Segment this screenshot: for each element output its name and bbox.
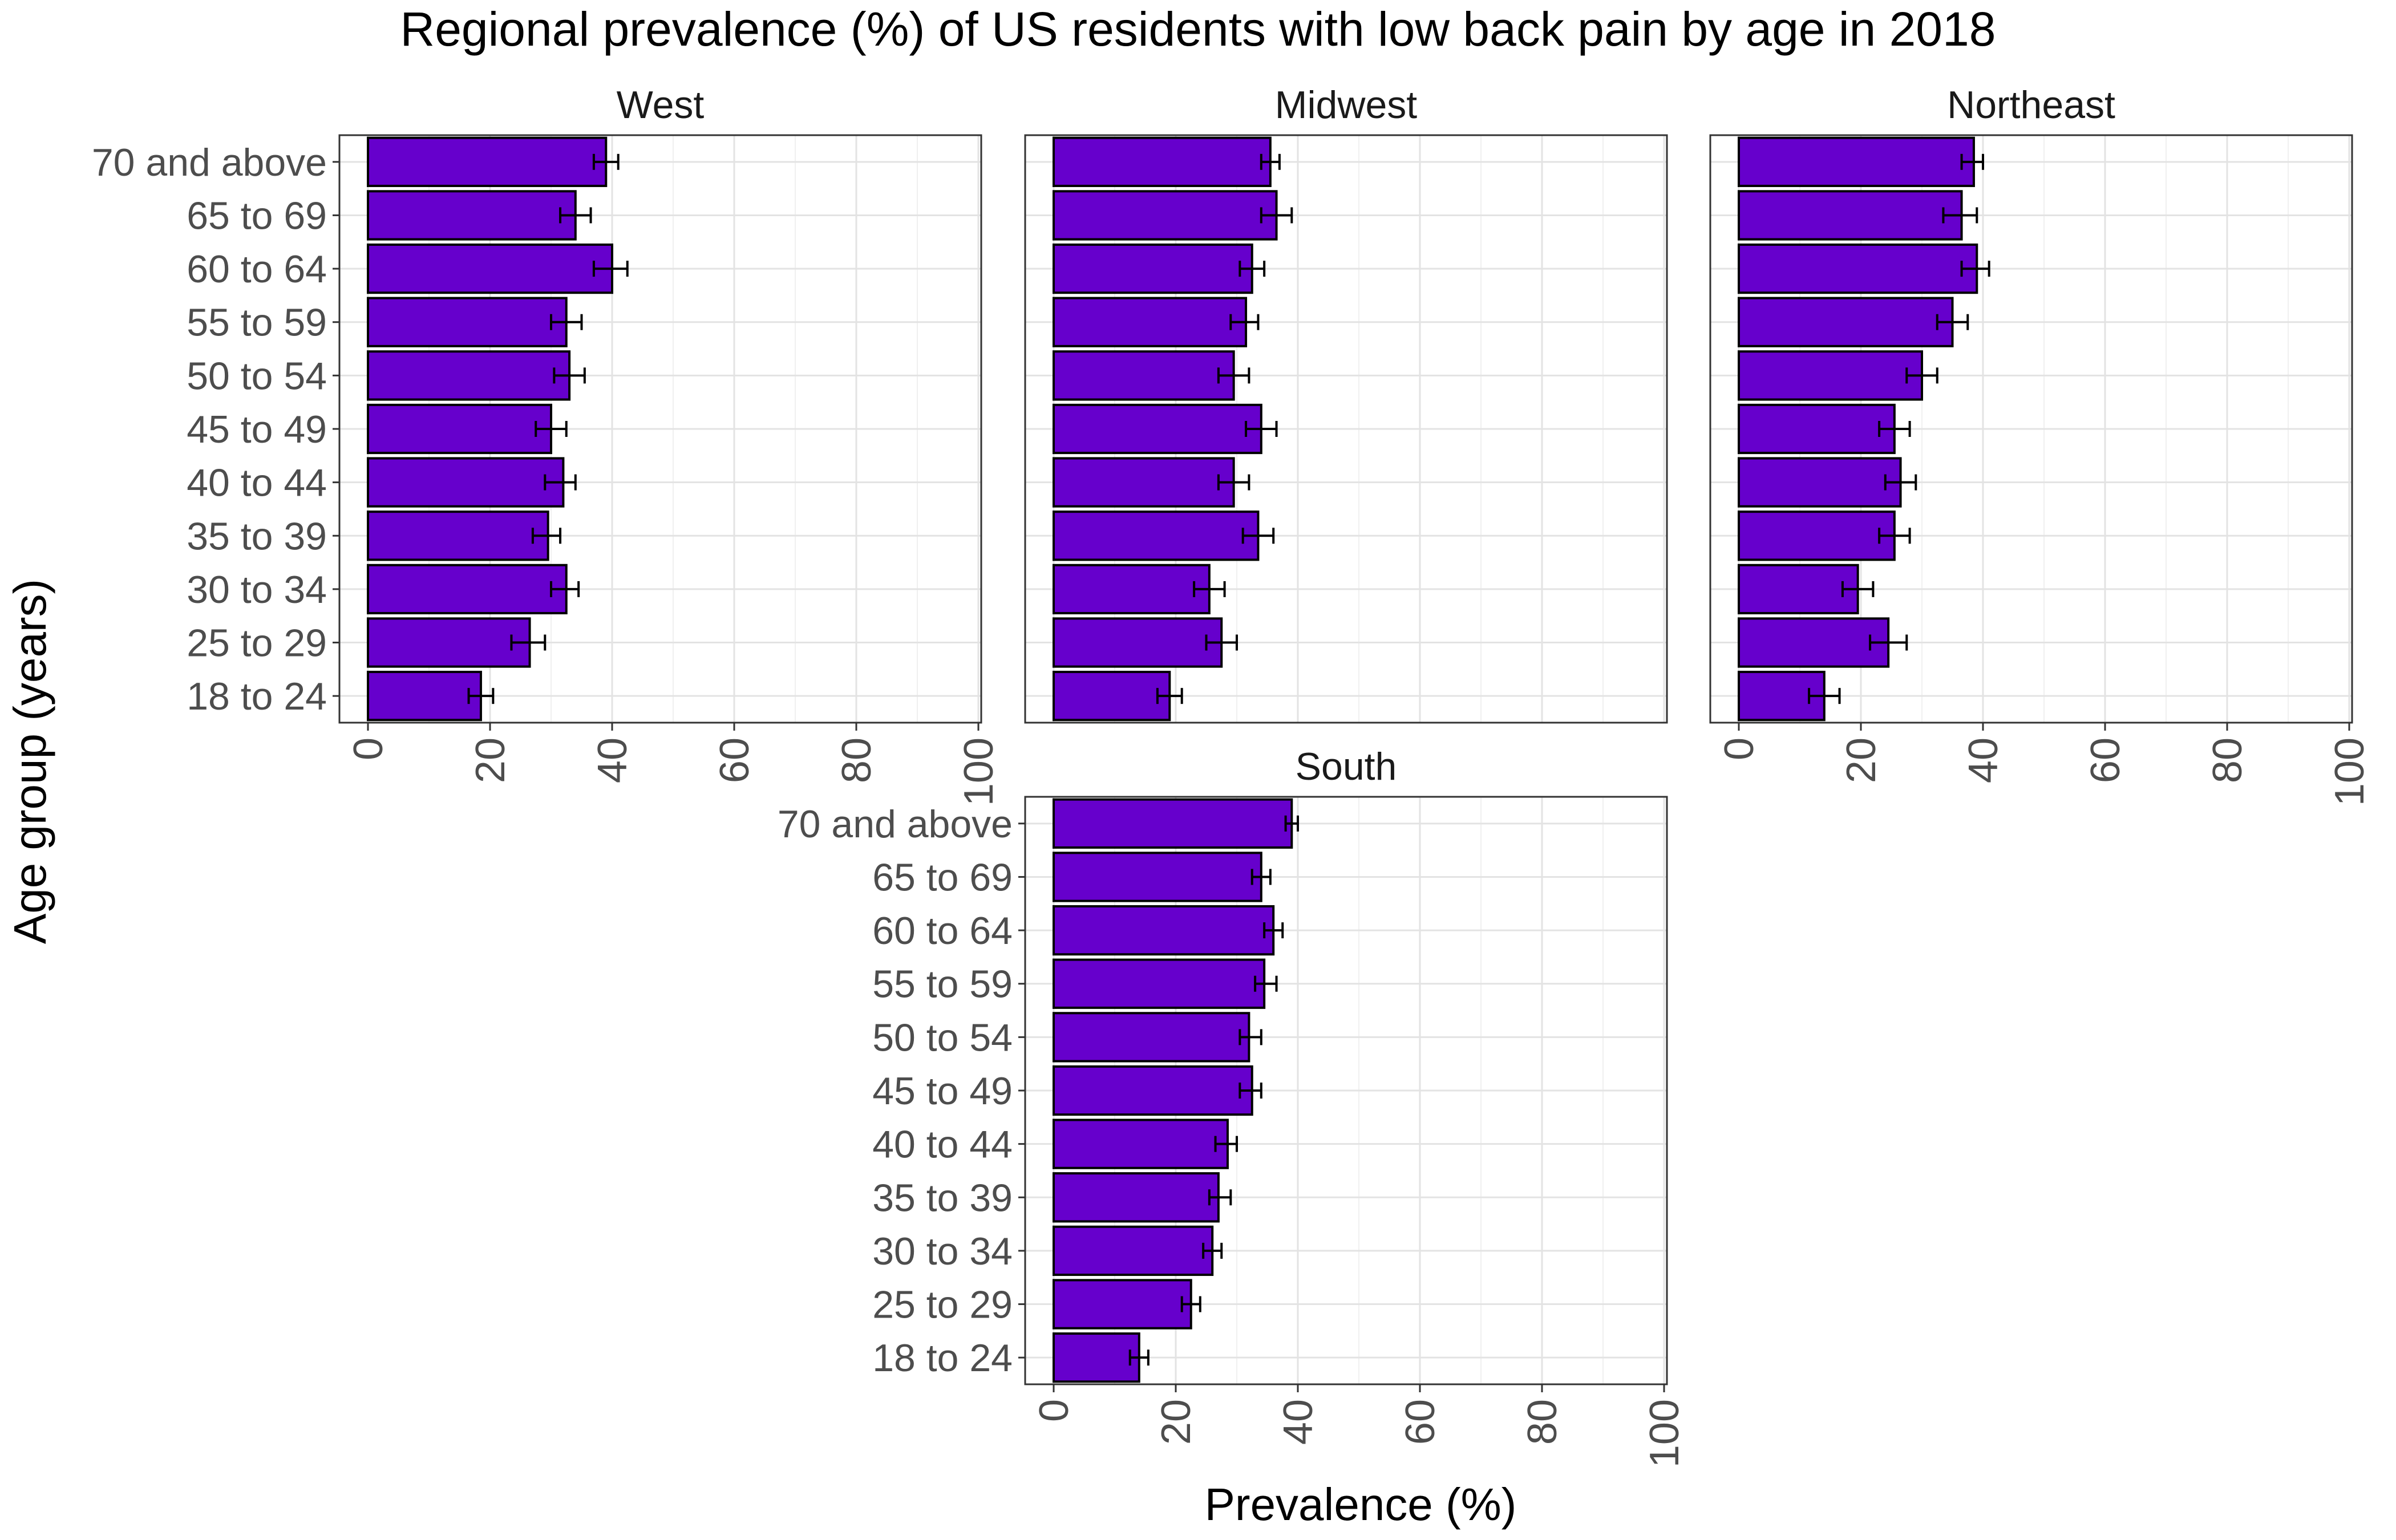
y-tick-label: 55 to 59: [872, 963, 1013, 1006]
bar: [367, 617, 531, 668]
y-tick-label: 60 to 64: [187, 248, 327, 291]
facet-strip-title: Northeast: [1947, 83, 2115, 127]
bar: [367, 510, 549, 561]
x-tick-label: 60: [1398, 1399, 1443, 1445]
chart-title: Regional prevalence (%) of US residents …: [400, 2, 1996, 56]
bar: [1053, 1012, 1250, 1063]
bar: [1053, 1172, 1220, 1223]
bar: [367, 350, 571, 401]
x-tick-label: 40: [1961, 737, 2006, 783]
x-tick-label: 80: [2205, 737, 2251, 783]
bar: [1053, 564, 1211, 615]
bar: [1053, 190, 1278, 241]
bar: [367, 457, 565, 508]
bar: [367, 243, 613, 294]
bar: [1738, 457, 1902, 508]
bar: [1053, 798, 1293, 849]
facet-strip-title: South: [1296, 745, 1397, 788]
facet-panel-midwest: Midwest: [1024, 83, 1668, 724]
facet-strip-title: West: [617, 83, 705, 127]
bar: [1053, 457, 1235, 508]
panel-border: [1709, 134, 2353, 724]
bar: [1053, 852, 1262, 902]
x-tick-label: 60: [2083, 737, 2128, 783]
facet-panel-northeast: Northeast 0 20 40 60 80 100: [1709, 83, 2373, 806]
bar: [367, 297, 568, 347]
x-tick-label: 60: [712, 737, 758, 783]
bar: [1053, 958, 1266, 1009]
bar: [1053, 671, 1171, 722]
bar: [1738, 617, 1890, 668]
facet-panel-west: West 18 to 24 25 to 29 30 to 34 35 to 39 40 t…: [92, 83, 1002, 806]
y-tick-label: 35 to 39: [872, 1176, 1013, 1219]
x-tick-label: 100: [2327, 737, 2373, 806]
bar: [1738, 190, 1963, 241]
y-tick-label: 40 to 44: [187, 461, 327, 505]
x-tick-label: 80: [834, 737, 880, 783]
bar: [1053, 350, 1235, 401]
y-tick-label: 25 to 29: [187, 622, 327, 665]
bar: [367, 136, 608, 187]
bar: [1053, 1118, 1229, 1169]
x-tick-label: 20: [1839, 737, 1884, 783]
bar: [1738, 243, 1978, 294]
bar: [1738, 136, 1975, 187]
y-tick-label: 25 to 29: [872, 1283, 1013, 1327]
y-tick-label: 55 to 59: [187, 301, 327, 345]
bar: [1053, 905, 1275, 956]
y-tick-label: 30 to 34: [872, 1230, 1013, 1273]
y-axis-label: Age group (years): [5, 579, 55, 944]
bar: [1053, 1279, 1192, 1330]
x-axis-label: Prevalence (%): [1205, 1479, 1517, 1530]
facet-panel-south: South 18 to 24 25 to 29 30 to 34 35 to 39 40 …: [778, 745, 1687, 1468]
bar: [1738, 564, 1859, 615]
bar: [367, 403, 552, 455]
bar: [1738, 297, 1954, 347]
bar: [1053, 297, 1248, 347]
y-tick-label: 40 to 44: [872, 1123, 1013, 1166]
facet-strip-title: Midwest: [1275, 83, 1417, 127]
x-tick-label: 0: [1031, 1399, 1077, 1422]
x-tick-label: 20: [1154, 1399, 1199, 1445]
x-tick-label: 40: [1276, 1399, 1321, 1445]
x-tick-label: 0: [346, 737, 391, 760]
bar: [367, 190, 577, 241]
bar: [1738, 510, 1896, 561]
bar: [1053, 136, 1272, 187]
bar: [1738, 403, 1896, 455]
x-tick-label: 20: [468, 737, 513, 783]
x-tick-label: 40: [590, 737, 636, 783]
bar: [1053, 510, 1260, 561]
y-tick-label: 60 to 64: [872, 909, 1013, 953]
bar: [1053, 1225, 1214, 1276]
bar: [1053, 243, 1253, 294]
bar: [1053, 1065, 1253, 1116]
bar: [1738, 350, 1923, 401]
y-tick-label: 65 to 69: [872, 856, 1013, 899]
x-tick-label: 0: [1717, 737, 1762, 760]
y-tick-label: 70 and above: [778, 803, 1013, 846]
bar: [1053, 617, 1223, 668]
bar: [1053, 1332, 1140, 1383]
y-tick-label: 45 to 49: [872, 1069, 1013, 1113]
bar: [367, 564, 568, 615]
y-tick-label: 50 to 54: [187, 354, 327, 398]
facet-panels: West 18 to 24 25 to 29 30 to 34 35 to 39 40 t…: [92, 83, 2373, 1468]
y-tick-label: 70 and above: [92, 141, 327, 184]
bar: [367, 671, 482, 722]
panel-border: [1024, 134, 1668, 724]
y-tick-label: 45 to 49: [187, 408, 327, 451]
y-tick-label: 30 to 34: [187, 568, 327, 611]
y-tick-label: 18 to 24: [872, 1336, 1013, 1380]
y-tick-label: 35 to 39: [187, 514, 327, 558]
y-tick-label: 50 to 54: [872, 1016, 1013, 1059]
y-tick-label: 18 to 24: [187, 675, 327, 718]
x-tick-label: 100: [956, 737, 1002, 806]
bar: [1053, 403, 1262, 455]
x-tick-label: 80: [1520, 1399, 1565, 1445]
x-tick-label: 100: [1642, 1399, 1687, 1468]
y-tick-label: 65 to 69: [187, 194, 327, 237]
